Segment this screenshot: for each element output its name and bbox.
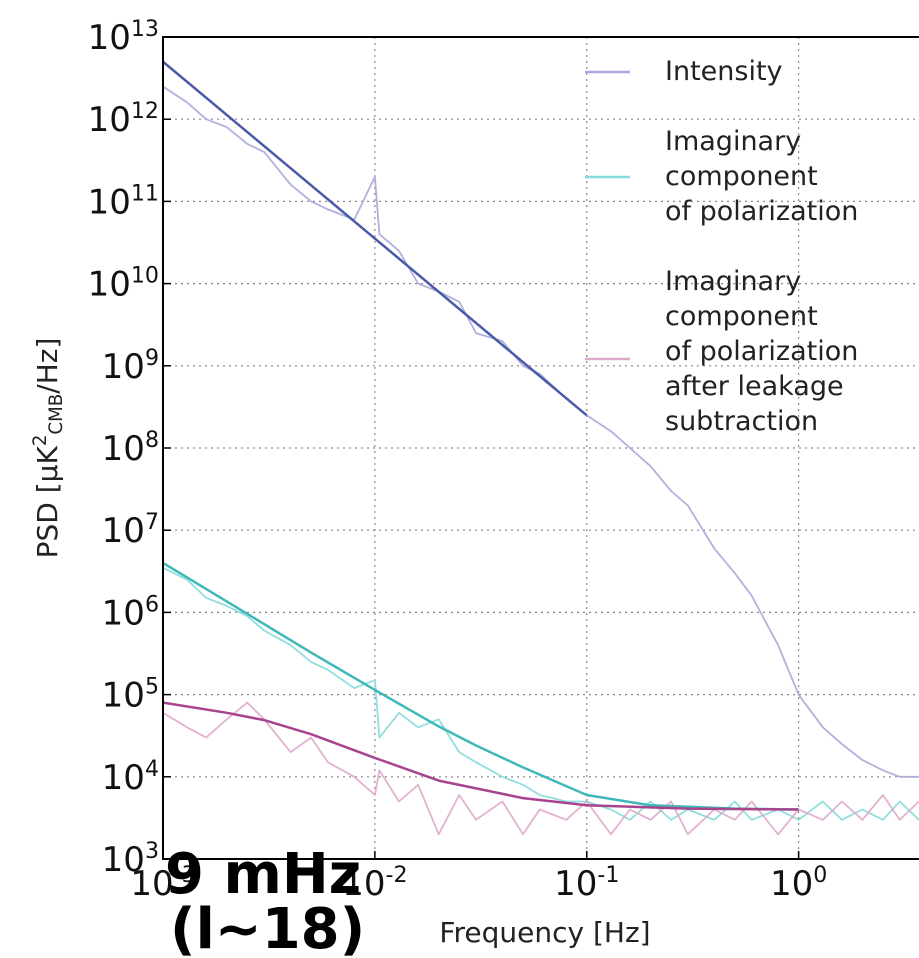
data-line [163, 566, 919, 821]
x-tick-label: 10-2 [342, 862, 407, 904]
fit-line [163, 701, 799, 811]
x-tick-label: 10-3 [130, 862, 195, 904]
y-tick-label: 104 [102, 756, 159, 798]
fit-line [163, 60, 588, 417]
annotation: (l~18) [170, 897, 365, 958]
y-tick-label: 103 [102, 838, 159, 880]
fit-line [163, 561, 799, 811]
y-tick-label: 106 [102, 591, 159, 633]
y-tick-label: 108 [102, 427, 159, 469]
x-tick-label: 10-1 [554, 862, 619, 904]
x-axis-label: Frequency [Hz] [439, 916, 650, 949]
plot-area [163, 60, 919, 836]
y-tick-label: 105 [102, 673, 159, 715]
legend-label: Imaginary component of polarization [665, 126, 858, 227]
y-tick-label: 107 [102, 509, 159, 551]
y-tick-label: 1012 [88, 98, 159, 140]
x-tick-label: 100 [770, 862, 827, 904]
legend-label: Imaginary component of polarization after l… [665, 266, 858, 437]
y-tick-label: 1013 [88, 16, 159, 58]
annotation: 9 mHz [165, 842, 361, 907]
y-axis-label: PSD [μK2CMB/Hz] [30, 338, 66, 559]
data-line [163, 701, 919, 836]
legend-label: Intensity [665, 56, 783, 87]
y-tick-label: 109 [102, 345, 159, 387]
y-tick-label: 1011 [88, 180, 159, 222]
y-tick-label: 1010 [88, 262, 159, 304]
